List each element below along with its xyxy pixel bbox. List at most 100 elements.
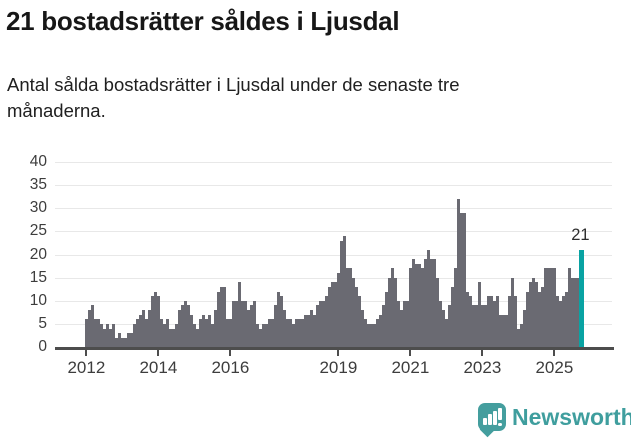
bar [568,268,571,347]
bar [562,296,565,347]
x-axis-tick-label: 2016 [211,358,250,377]
bar [439,300,442,348]
bar [520,323,523,347]
bar [454,268,457,347]
y-axis-tick-label: 30 [29,199,47,217]
bar [571,277,574,347]
bar [364,319,367,348]
bar [487,296,490,347]
bar [211,323,214,347]
bar [490,296,493,347]
bar [199,319,202,348]
bar [220,286,223,347]
bar [280,296,283,347]
bar [160,319,163,348]
bar [469,296,472,347]
x-axis-tick [337,349,340,356]
bar [256,323,259,347]
bar [187,305,190,347]
x-axis-tick-label: 2023 [463,358,502,377]
bar [466,291,469,347]
bar [316,305,319,347]
gridline [55,277,612,279]
bar [427,249,430,347]
bar [166,319,169,348]
bar [355,286,358,347]
bar [247,310,250,347]
bar [460,212,463,347]
bar [298,319,301,348]
highlight-value-label: 21 [571,225,590,244]
bar [541,286,544,347]
bar [397,300,400,348]
bar [196,328,199,347]
bar [250,305,253,347]
bar [358,296,361,347]
bar [415,263,418,348]
bar [373,323,376,347]
bar [151,296,154,347]
bar [238,282,241,348]
bar [106,323,109,347]
bar [109,328,112,347]
bar [529,282,532,348]
bar [232,300,235,348]
bar [433,259,436,347]
newsworthy-bar-chart-icon [478,403,506,431]
bar [163,323,166,347]
bar [499,314,502,347]
bar [184,300,187,348]
bar [544,268,547,347]
bar [193,323,196,347]
bar [145,319,148,348]
bar [430,259,433,347]
x-axis-tick [553,349,556,356]
x-axis-tick [481,349,484,356]
bar [139,314,142,347]
bar [445,319,448,348]
bar [205,319,208,348]
bar [154,291,157,347]
bar [508,296,511,347]
bar [265,323,268,347]
bar [514,296,517,347]
bar [376,319,379,348]
y-axis-tick-label: 10 [29,291,47,309]
bar [535,282,538,348]
bar [262,323,265,347]
bar [334,282,337,348]
x-axis-tick-label: 2021 [391,358,430,377]
page-title: 21 bostadsrätter såldes i Ljusdal [6,6,400,36]
bar [547,268,550,347]
bar [292,323,295,347]
bar [97,319,100,348]
x-axis-tick-label: 2014 [139,358,178,377]
bar [157,296,160,347]
newsworthy-logo: Newsworthy [478,402,631,438]
bar [124,337,127,348]
chart-subtitle: Antal sålda bostadsrätter i Ljusdal unde… [7,74,460,122]
bar [277,291,280,347]
x-axis-tick [85,349,88,356]
bar [385,291,388,347]
x-axis-tick [229,349,232,356]
y-axis-tick-label: 25 [29,222,47,240]
bar [283,310,286,347]
bar [121,337,124,348]
bar [559,300,562,348]
gridline [55,208,612,210]
bar [436,277,439,347]
bar [442,310,445,347]
bar [493,300,496,348]
x-axis-tick [409,349,412,356]
bar [481,305,484,347]
bar [103,328,106,347]
bar [523,310,526,347]
bar [244,300,247,348]
y-axis-tick-label: 20 [29,245,47,263]
bar [553,268,556,347]
bar [217,291,220,347]
bar [322,300,325,348]
bar [178,310,181,347]
